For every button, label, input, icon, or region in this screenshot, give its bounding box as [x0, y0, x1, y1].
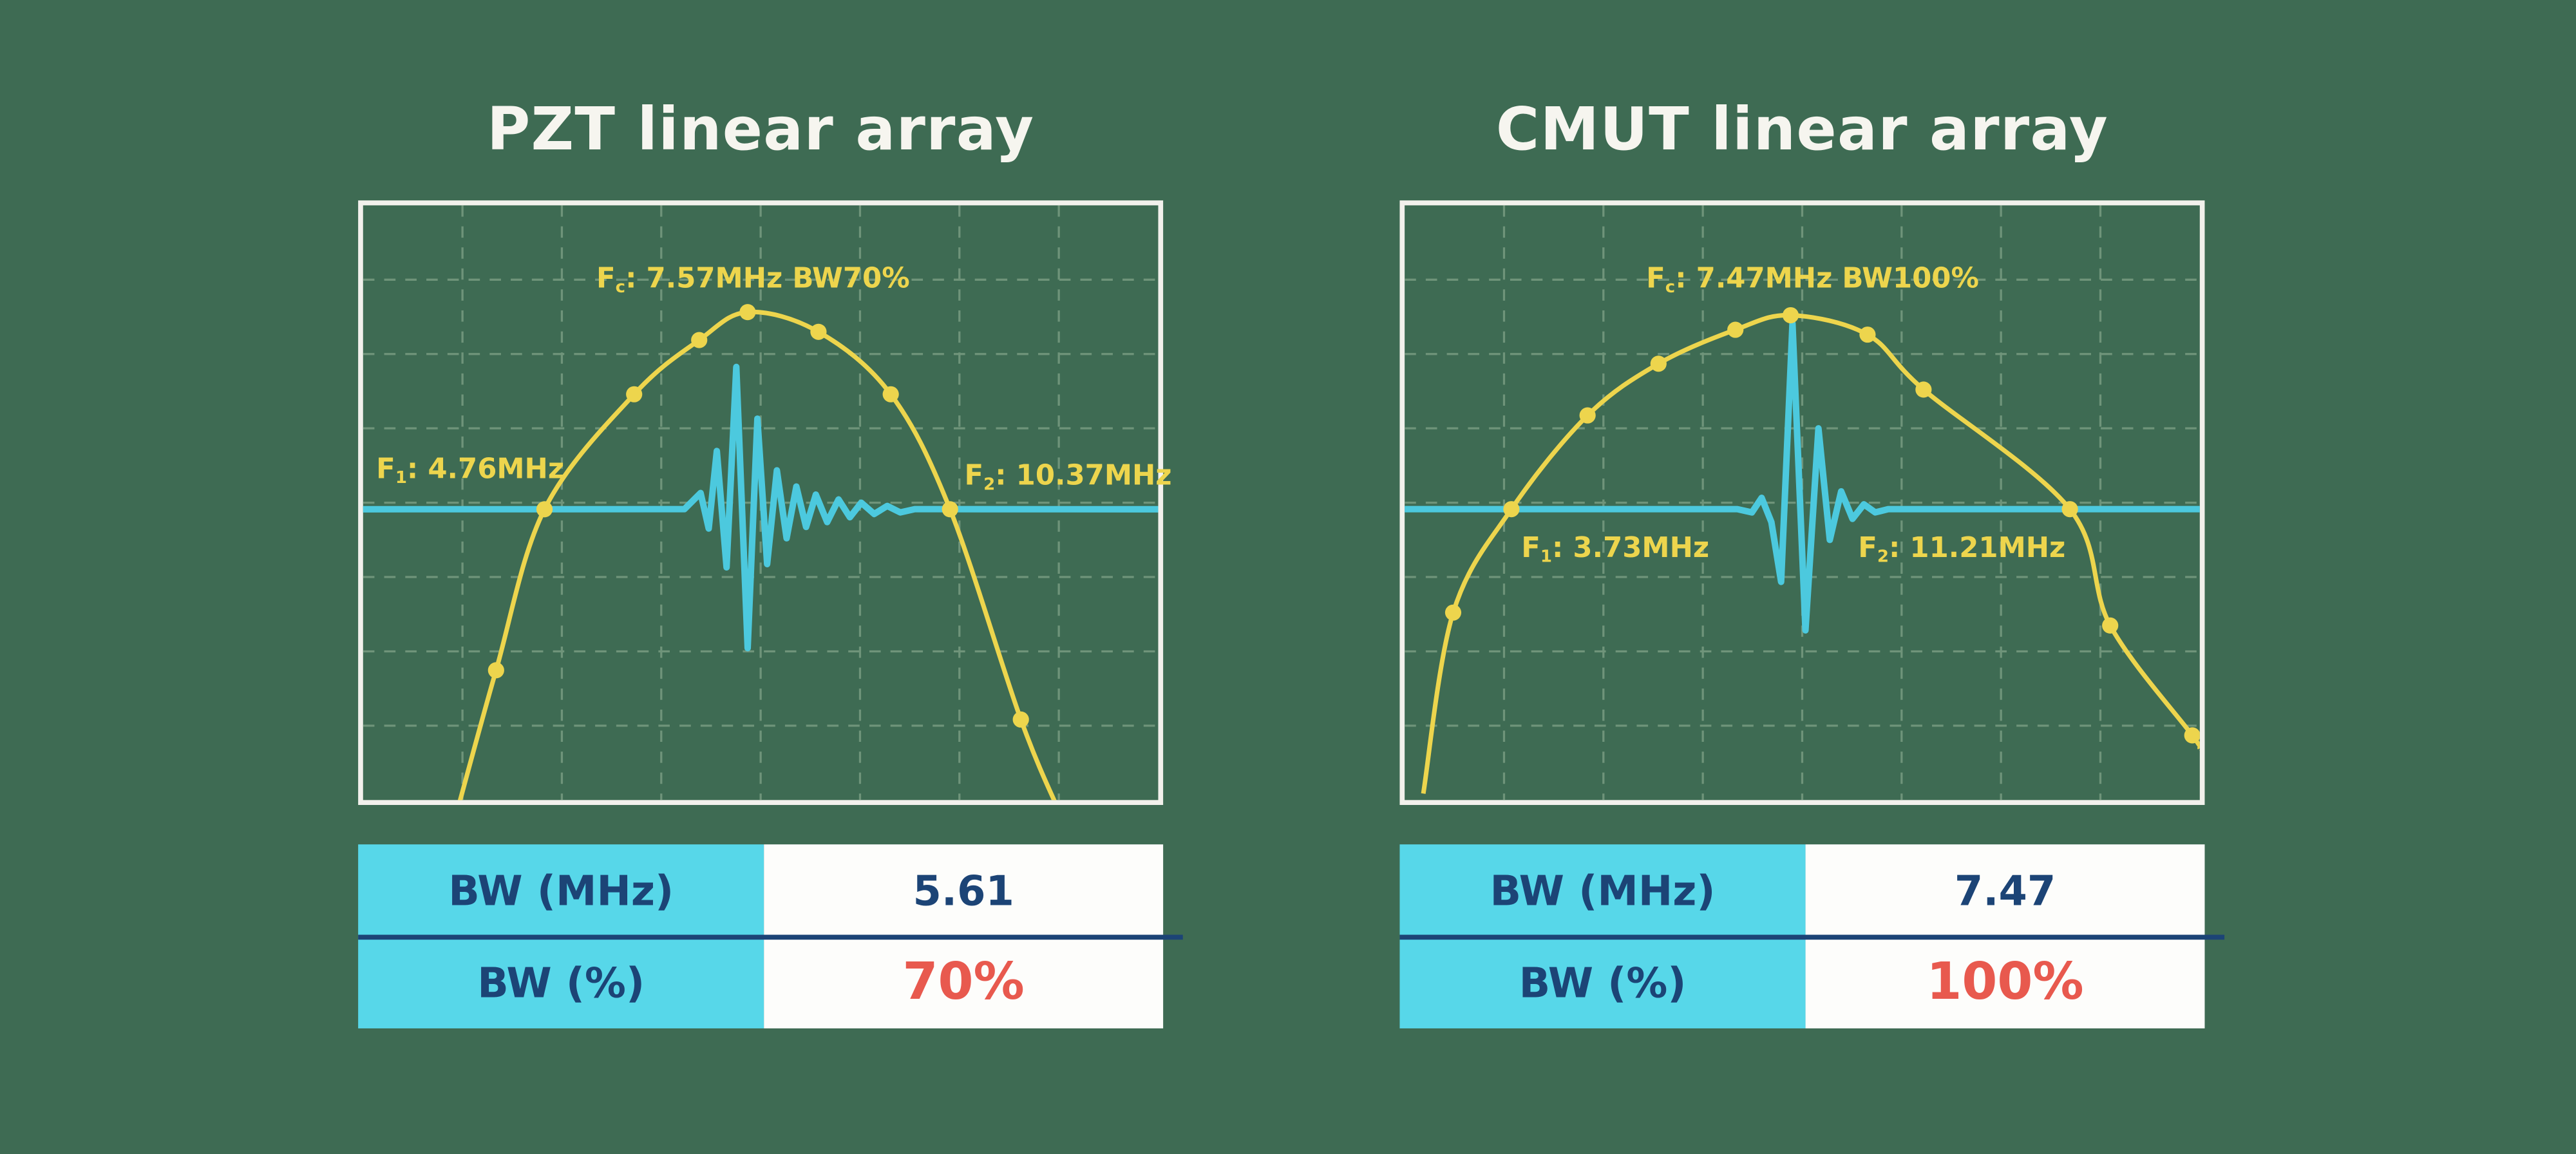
chart-cmut: Fc: 7.47MHz BW100% F1: 3.73MHz F2: 11.21… [1399, 200, 2205, 805]
f1-subscript: 1 [1540, 549, 1552, 567]
fc-subscript: c [615, 279, 626, 298]
fc-subscript: c [1665, 279, 1676, 298]
table-label-bw-pct: BW (%) [358, 936, 764, 1028]
f2-subscript: 2 [983, 476, 996, 495]
table-value-bw-mhz: 7.47 [1805, 844, 2205, 937]
panel-title-pzt: PZT linear array [486, 97, 1035, 165]
chart-pzt: Fc: 7.57MHz BW70% F1: 4.76MHz F2: 10.37M… [358, 200, 1172, 805]
f1-annotation: F1: 4.76MHz [376, 455, 564, 489]
panel-title-cmut: CMUT linear array [1495, 97, 2108, 165]
f1-value-text: : 3.73MHz [1551, 532, 1710, 565]
f2-annotation: F2: 10.37MHz [964, 460, 1172, 495]
f2-symbol: F [1858, 532, 1877, 565]
table-row: BW (%) 100% [1399, 936, 2205, 1028]
f1-symbol: F [1521, 532, 1540, 565]
table-label-bw-mhz: BW (MHz) [1399, 844, 1806, 937]
fc-value-text: : 7.57MHz BW70% [625, 263, 910, 296]
fc-symbol: F [596, 263, 616, 296]
f1-value-text: : 4.76MHz [406, 453, 565, 487]
table-value-bw-pct: 70% [764, 936, 1164, 1028]
table-divider [1399, 934, 2225, 939]
table-row: BW (MHz) 7.47 [1399, 844, 2205, 937]
table-label-bw-mhz: BW (MHz) [358, 844, 764, 937]
f2-subscript: 2 [1877, 549, 1889, 567]
center-frequency-annotation: Fc: 7.57MHz BW70% [596, 263, 910, 298]
table-value-bw-mhz: 5.61 [764, 844, 1164, 937]
bandwidth-table-pzt: BW (MHz) 5.61 BW (%) 70% [358, 844, 1183, 1028]
f2-value-text: : 11.21MHz [1888, 532, 2066, 565]
table-label-bw-pct: BW (%) [1399, 936, 1806, 1028]
f2-annotation: F2: 11.21MHz [1858, 532, 2066, 567]
fc-value-text: : 7.47MHz BW100% [1675, 263, 1979, 296]
spectrum-plot-pzt [363, 205, 1159, 800]
center-frequency-annotation: Fc: 7.47MHz BW100% [1646, 263, 1979, 298]
bandwidth-table-cmut: BW (MHz) 7.47 BW (%) 100% [1399, 844, 2225, 1028]
f1-symbol: F [376, 453, 395, 487]
fc-symbol: F [1646, 263, 1665, 296]
table-value-bw-pct: 100% [1805, 936, 2205, 1028]
table-row: BW (MHz) 5.61 [358, 844, 1164, 937]
f1-annotation: F1: 3.73MHz [1521, 532, 1710, 567]
f2-symbol: F [964, 460, 984, 493]
f1-subscript: 1 [395, 469, 407, 488]
f2-value-text: : 10.37MHz [995, 460, 1172, 493]
panel-cmut: CMUT linear array Fc: 7.47MHz BW100% F1:… [1399, 95, 2225, 1028]
table-row: BW (%) 70% [358, 936, 1164, 1028]
panel-pzt: PZT linear array Fc: 7.57MHz BW70% F1: 4… [358, 95, 1183, 1028]
table-divider [358, 934, 1183, 939]
spectrum-plot-cmut [1405, 205, 2200, 800]
